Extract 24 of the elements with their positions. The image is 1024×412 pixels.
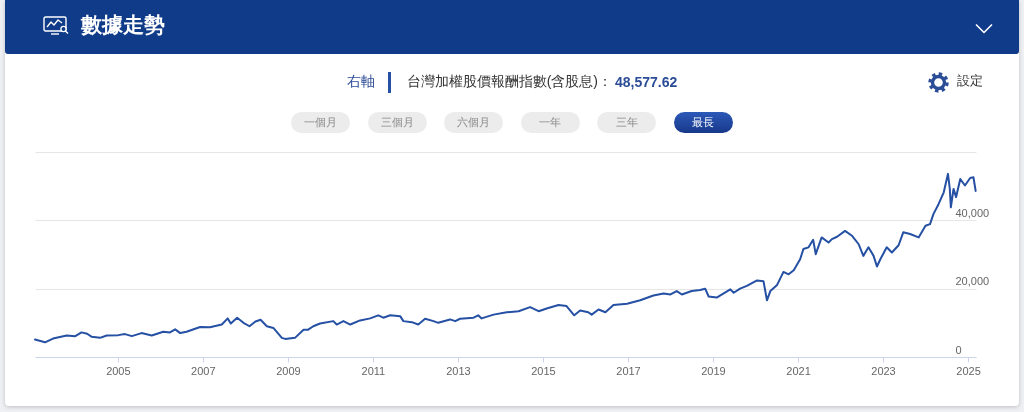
x-tick-label: 2017	[616, 364, 641, 377]
x-tick-label: 2025	[956, 364, 981, 377]
x-tick-label: 2013	[446, 364, 471, 377]
text: 六個月	[444, 112, 504, 133]
chart-title: 數據走勢	[81, 13, 165, 37]
text: 一年	[520, 112, 580, 133]
legend-title: 右軸	[346, 73, 375, 91]
y-tick-label: 20,000	[955, 275, 990, 288]
x-tick-label: 2019	[701, 364, 726, 377]
text: 一個月	[291, 112, 351, 133]
text: 設定	[957, 73, 983, 89]
x-tick-label: 2005	[106, 364, 131, 377]
x-tick-label: 2011	[361, 364, 386, 377]
x-tick-label: 2009	[276, 364, 301, 377]
text: 最長	[673, 112, 733, 133]
y-tick-label: 0	[955, 343, 962, 356]
x-tick-label: 2023	[871, 364, 896, 377]
legend-label: 台灣加權股價報酬指數(含股息)：	[406, 73, 613, 91]
text: 三年	[597, 112, 657, 133]
y-tick-label: 40,000	[955, 206, 990, 219]
x-tick-label: 2015	[531, 364, 556, 377]
text: 48,577.62	[615, 74, 678, 90]
x-tick-label: 2021	[786, 364, 811, 377]
x-tick-label: 2007	[191, 364, 216, 377]
